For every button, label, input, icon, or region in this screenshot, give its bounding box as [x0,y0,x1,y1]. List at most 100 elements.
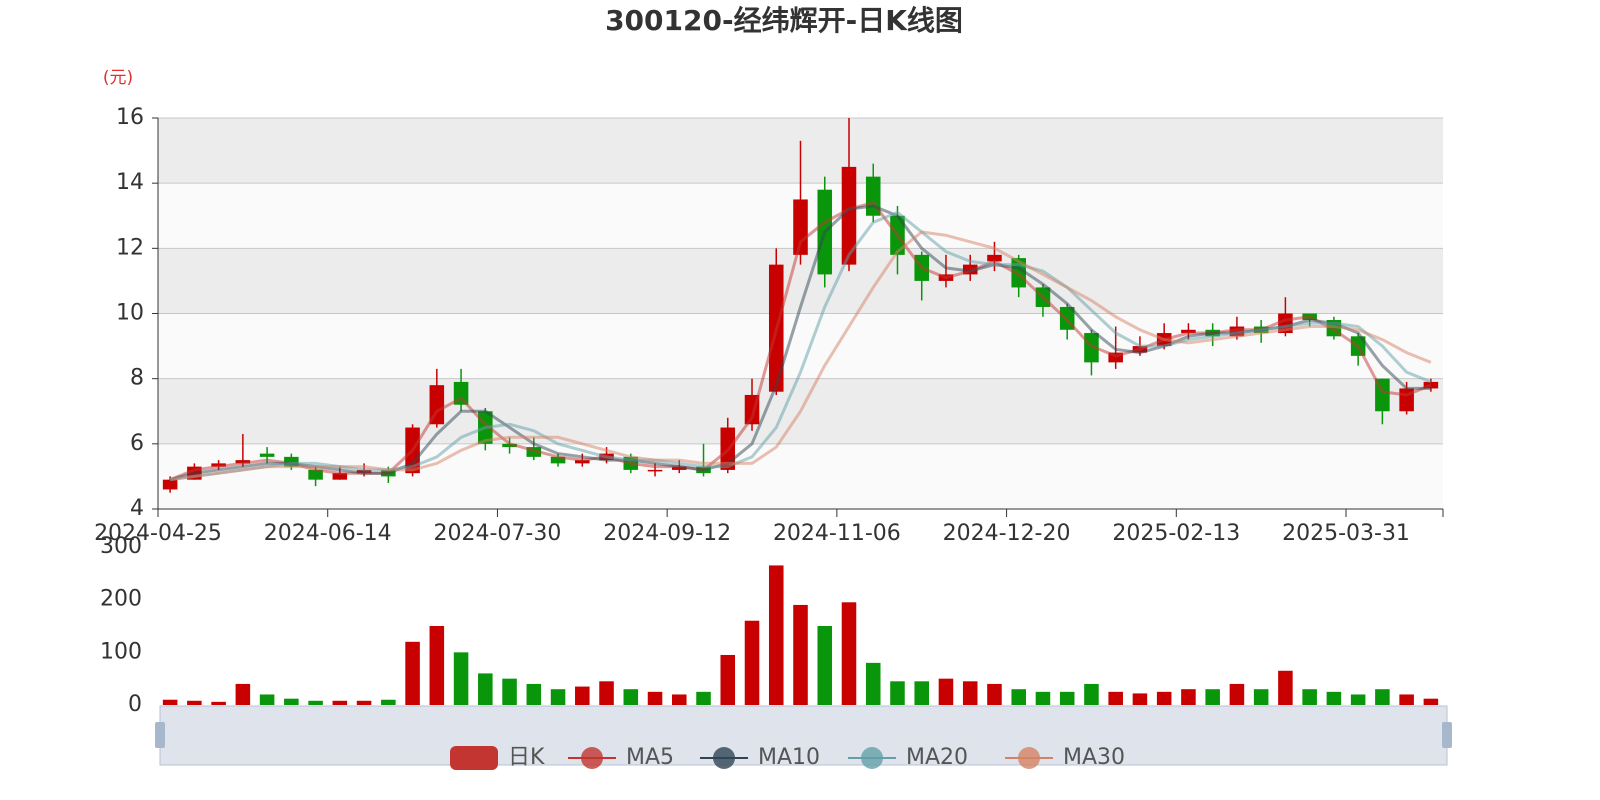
candle-body [308,469,323,480]
candle-body [1181,329,1196,334]
volume-bar [647,691,663,705]
volume-bar [1011,689,1026,705]
volume-bar [162,699,178,705]
chart-title: 300120-经纬辉开-日K线图 [605,4,963,37]
volume-bar [1156,691,1172,705]
legend-swatch [450,746,498,770]
candle-body [575,460,590,464]
volume-bar [938,678,954,705]
legend-item[interactable]: MA20 [848,745,968,770]
legend-label: MA5 [626,745,674,770]
y-tick-label: 16 [116,105,144,130]
volume-bar [1229,683,1245,705]
legend-item[interactable]: MA10 [700,745,820,770]
legend-item[interactable]: MA30 [1005,745,1125,770]
legend-swatch [1018,747,1040,769]
legend-swatch [581,747,603,769]
volume-tick-label: 0 [128,692,142,717]
candle-body [550,456,566,464]
volume-bar [1084,683,1099,705]
candle-body [793,199,808,255]
legend-swatch [861,747,883,769]
volume-bar [768,565,784,705]
volume-bar [259,694,275,705]
volume-bar [696,691,711,705]
volume-bar [478,673,493,705]
x-tick-label: 2024-09-12 [603,521,731,546]
volume-bar [332,700,348,705]
candle-body [211,463,226,467]
y-tick-label: 12 [116,235,144,260]
volume-bar [841,602,857,705]
zoom-slider[interactable] [159,705,1448,766]
volume-bar [793,604,808,705]
volume-bar [1181,689,1196,705]
candle-body [235,460,251,464]
volume-bar [550,689,566,705]
x-tick-label: 2025-02-13 [1112,521,1240,546]
legend-label: MA30 [1063,745,1125,770]
volume-bar [575,686,590,705]
candle-body [259,453,275,457]
candle-body [284,456,299,467]
candle-body [672,466,687,470]
volume-bar [1350,694,1366,705]
volume-bar [1132,693,1148,705]
candle-body [162,479,178,490]
zoom-handle[interactable] [155,722,165,748]
volume-bar [284,698,299,705]
volume-bar [962,681,978,705]
volume-bar [623,689,639,705]
legend-label: MA20 [906,745,968,770]
candle-body [526,447,542,457]
candle-body [502,443,517,448]
y-tick-label: 14 [116,170,144,195]
volume-bar [817,626,833,705]
candle-body [647,469,663,472]
volume-bar [890,681,905,705]
volume-bar [1035,691,1051,705]
volume-bar [914,681,929,705]
y-axis-label: (元) [103,68,133,88]
ma-line [169,204,1431,482]
x-tick-label: 2024-11-06 [773,521,901,546]
legend-item[interactable]: 日K [450,745,545,770]
candle-body [356,469,372,474]
volume-bar [1423,698,1439,705]
volume-bar [720,654,736,705]
volume-bar [502,678,517,705]
volume-bar [211,701,226,705]
volume-bar [1375,689,1390,705]
volume-bar [1059,691,1075,705]
volume-bar [526,683,542,705]
x-tick-label: 2025-03-31 [1282,521,1410,546]
x-tick-label: 2024-04-25 [94,521,222,546]
candle-body [332,473,348,480]
volume-bar [429,626,445,705]
candle-body [987,254,1002,262]
volume-bar [744,620,760,705]
legend-item[interactable]: MA5 [568,745,674,770]
x-tick-label: 2024-12-20 [943,521,1071,546]
volume-tick-label: 200 [100,587,142,612]
volume-bar [672,694,687,705]
split-area [158,443,1443,509]
volume-bar [599,681,614,705]
volume-bar [1326,691,1342,705]
x-tick-label: 2024-06-14 [264,521,392,546]
candle-body [841,166,857,265]
volume-bar [235,683,251,705]
legend-swatch [713,747,735,769]
volume-bar [453,652,469,705]
zoom-handle[interactable] [1442,722,1452,748]
volume-bar [187,700,202,705]
volume-tick-label: 300 [100,534,142,559]
split-area [158,313,1443,379]
volume-bar [381,699,396,705]
y-tick-label: 8 [130,366,144,391]
volume-bar [865,662,881,705]
volume-bar [308,700,323,705]
legend-label: MA10 [758,745,820,770]
volume-tick-label: 100 [100,639,142,664]
